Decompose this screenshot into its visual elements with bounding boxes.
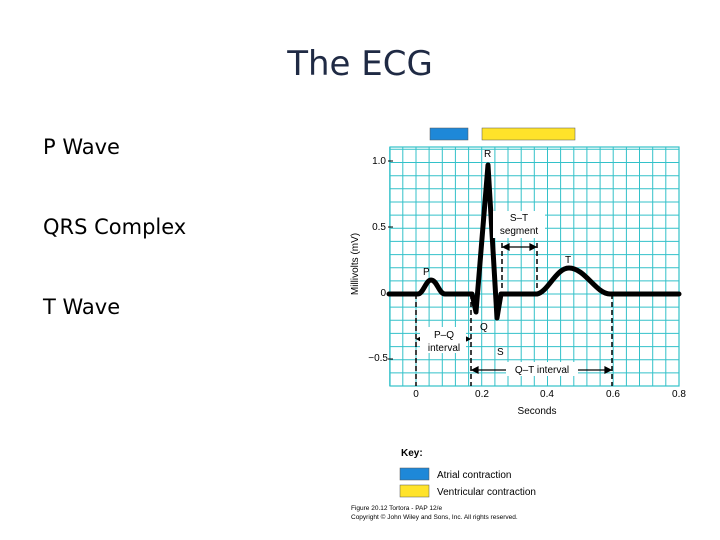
y-tick-label: 1.0	[372, 156, 386, 167]
y-tick-label: −0.5	[368, 353, 388, 364]
p-wave-label: P	[423, 267, 430, 278]
x-tick-label: 0.6	[606, 389, 620, 400]
st-segment-label: S–T	[510, 213, 528, 224]
st-segment-label: segment	[500, 226, 539, 237]
ecg-trace	[386, 162, 682, 321]
x-tick-label: 0.8	[672, 389, 686, 400]
y-tick-label: 0	[380, 288, 386, 299]
key-label-ventricular: Ventricular contraction	[437, 487, 536, 498]
key-title: Key:	[401, 448, 423, 459]
x-axis-label: Seconds	[518, 406, 557, 417]
pq-interval-label: interval	[428, 343, 460, 354]
bullet-p-wave: P Wave	[43, 135, 120, 159]
y-tick-label: 0.5	[372, 222, 386, 233]
s-wave-label: S	[497, 347, 504, 358]
slide-title: The ECG	[287, 44, 433, 84]
bullet-qrs-complex: QRS Complex	[43, 215, 187, 239]
q-wave-label: Q	[480, 322, 488, 333]
x-tick-label: 0.4	[540, 389, 554, 400]
y-axis-label: Millivolts (mV)	[350, 233, 361, 295]
r-wave-label: R	[484, 149, 491, 160]
figure-credit: Figure 20.12 Tortora - PAP 12/e	[351, 505, 442, 512]
key-label-atrial: Atrial contraction	[437, 470, 511, 481]
interval-markers	[415, 243, 613, 386]
pq-interval-label: P–Q	[434, 330, 454, 341]
bullet-t-wave: T Wave	[43, 295, 121, 319]
t-wave-label: T	[565, 255, 571, 266]
ventricular-contraction-bar	[481, 127, 576, 141]
atrial-contraction-bar	[429, 127, 469, 141]
qt-interval-label: Q–T interval	[515, 365, 569, 376]
x-tick-label: 0	[413, 389, 419, 400]
key-swatch-ventricular	[399, 484, 430, 498]
figure-copyright: Copyright © John Wiley and Sons, Inc. Al…	[351, 513, 518, 521]
x-tick-label: 0.2	[475, 389, 489, 400]
key-swatch-atrial	[399, 467, 430, 481]
